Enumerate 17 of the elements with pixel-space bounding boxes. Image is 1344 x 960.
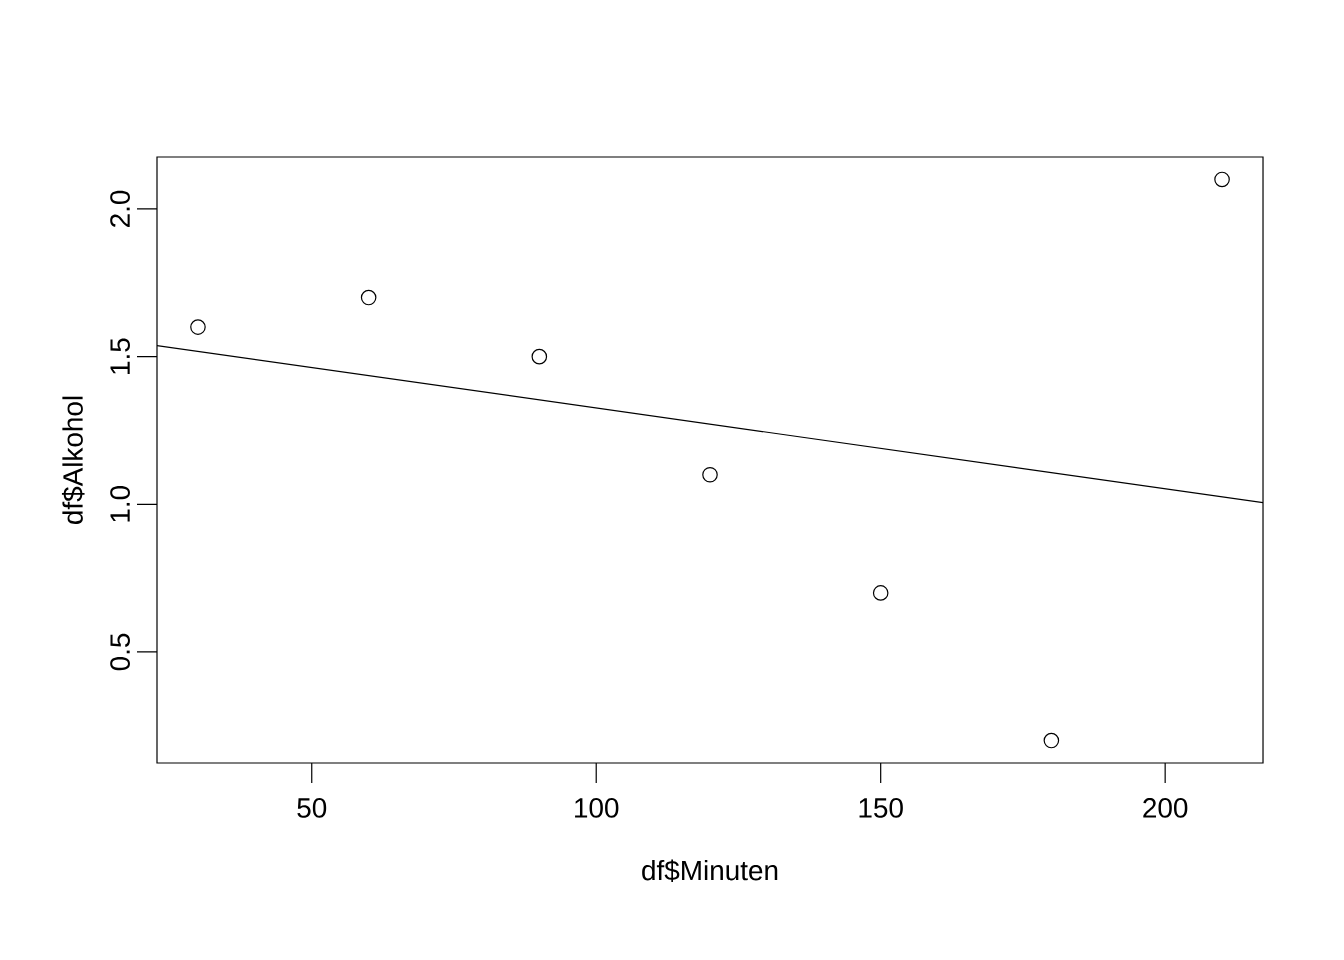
x-tick-label: 50: [297, 798, 327, 818]
x-tick-label: 200: [1143, 798, 1188, 818]
point: [702, 466, 718, 483]
y-tick-label: 1.0: [110, 485, 130, 522]
y-axis-title: df$Alkohol: [61, 396, 85, 524]
y-tick-label: 2.0: [110, 190, 130, 227]
x-tick-label: 100: [575, 798, 619, 818]
point: [1214, 171, 1230, 188]
x-tick-label: 150: [859, 798, 903, 818]
point: [360, 289, 377, 306]
point: [531, 348, 548, 365]
x-axis-title: df$Minuten: [642, 859, 778, 883]
point: [872, 585, 889, 601]
point: [190, 319, 206, 335]
y-tick-label: 1.5: [110, 338, 130, 374]
y-tick-label: 0.5: [110, 633, 130, 671]
point: [1043, 732, 1060, 749]
